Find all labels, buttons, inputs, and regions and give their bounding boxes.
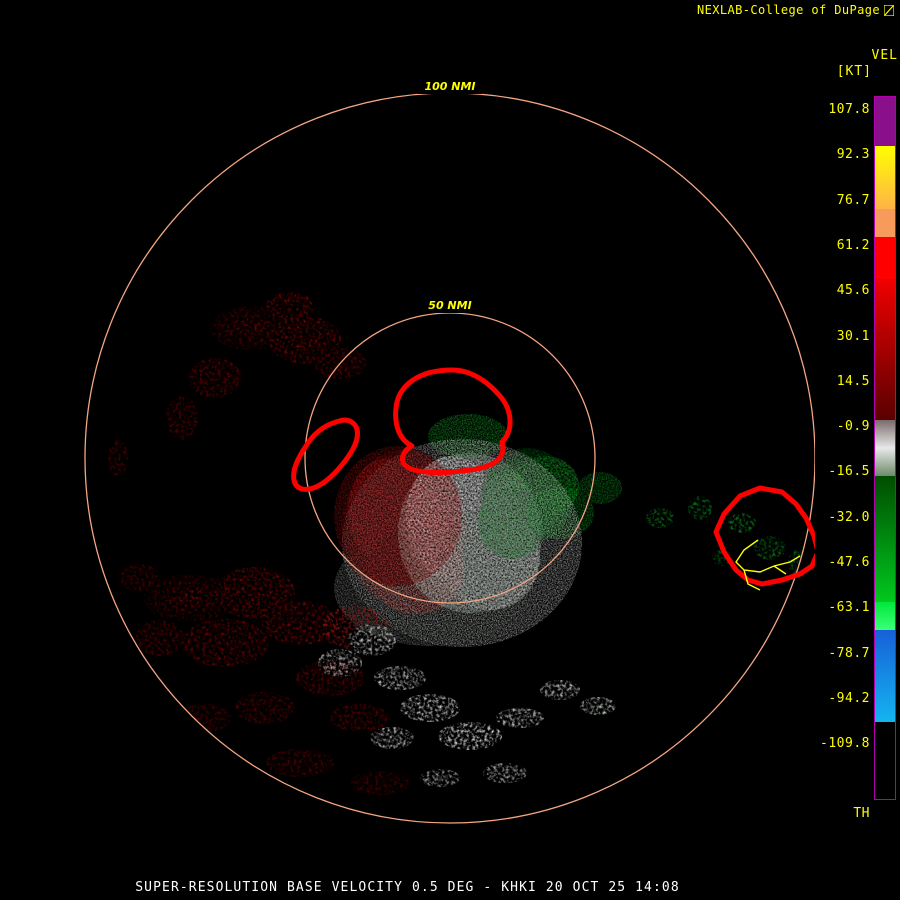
radar-echo-layer	[108, 292, 812, 795]
radar-scope-canvas[interactable]: 100 NMI 50 NMI	[0, 18, 815, 863]
colorbar-units: [KT]	[836, 64, 872, 79]
colorbar-threshold-label: TH	[853, 805, 870, 821]
colorbar-tick-4: 45.6	[836, 283, 870, 299]
colorbar-tick-2: 76.7	[836, 192, 870, 208]
colorbar-segment-5	[875, 419, 895, 448]
radar-scope[interactable]: 100 NMI 50 NMI	[0, 18, 815, 863]
storm-track-east	[735, 539, 801, 591]
velocity-colorbar: VEL [KT] 107.8 92.3 76.7 61.2 45.6 30.1 14.5 -0…	[808, 40, 900, 830]
provider-header: NEXLAB-College of DuPage	[697, 3, 895, 17]
colorbar-segment-2	[875, 209, 895, 238]
colorbar-tick-10: -47.6	[828, 555, 870, 570]
echo-south-white	[370, 666, 616, 787]
colorbar-title: VEL	[871, 48, 898, 63]
logo-mark-icon	[883, 3, 895, 17]
colorbar-tick-8: -16.5	[828, 464, 870, 480]
annotation-polygon-east[interactable]	[713, 485, 815, 587]
product-footer: SUPER-RESOLUTION BASE VELOCITY 0.5 DEG -…	[135, 880, 680, 895]
colorbar-tick-9: -32.0	[828, 509, 870, 525]
colorbar-segment-0	[875, 97, 895, 147]
annotation-circle-center[interactable]	[393, 367, 513, 475]
colorbar-tick-6: 14.5	[836, 373, 870, 389]
provider-label: NEXLAB-College of DuPage	[697, 3, 880, 17]
colorbar-tick-12: -78.7	[828, 645, 870, 661]
colorbar-tick-14: -109.8	[820, 736, 870, 752]
colorbar-segment-3	[875, 237, 895, 280]
ring-label-mask-50	[423, 297, 479, 313]
colorbar-tick-7: -0.9	[836, 419, 870, 435]
colorbar-tick-1: 92.3	[836, 147, 870, 163]
ring-label-mask-100	[418, 78, 482, 94]
echo-nw-cells	[108, 292, 366, 476]
colorbar-tick-labels: 107.8 92.3 76.7 61.2 45.6 30.1 14.5 -0.9 -16.5 -3…	[808, 90, 870, 821]
colorbar-tick-13: -94.2	[828, 690, 870, 706]
range-ring-label-50nmi: 50 NMI	[428, 299, 471, 312]
colorbar-gradient	[874, 96, 896, 800]
colorbar-tick-3: 61.2	[836, 237, 870, 253]
colorbar-segment-6	[875, 447, 895, 477]
colorbar-tick-0: 107.8	[828, 102, 870, 117]
colorbar-segment-10	[875, 721, 895, 799]
colorbar-segment-4	[875, 279, 895, 420]
annotation-layer[interactable]	[291, 367, 815, 587]
range-ring-label-100nmi: 100 NMI	[424, 80, 475, 93]
colorbar-segment-9	[875, 630, 895, 722]
colorbar-segment-7	[875, 476, 895, 603]
colorbar-tick-5: 30.1	[836, 328, 870, 344]
colorbar-segment-8	[875, 602, 895, 631]
echo-sw-cells	[120, 564, 410, 795]
colorbar-segment-1	[875, 146, 895, 210]
colorbar-tick-11: -63.1	[828, 600, 870, 616]
echo-sw-mixed-cluster	[318, 606, 396, 677]
annotation-loop-west[interactable]	[291, 417, 360, 492]
